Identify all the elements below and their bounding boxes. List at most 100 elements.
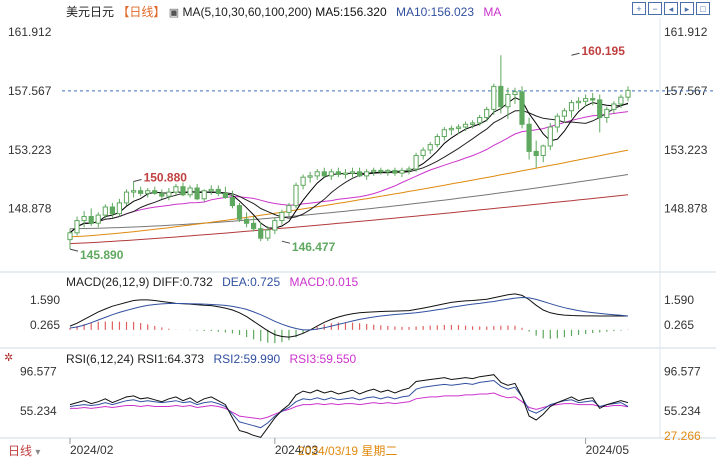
candle-up	[434, 136, 440, 146]
macd-legend: MACD(26,12,9) DIFF:0.732 DEA:0.725 MACD:…	[66, 275, 358, 289]
ma200-line	[69, 194, 629, 245]
candle-up	[265, 229, 271, 239]
price-annotation: 160.195	[581, 44, 625, 58]
period-label[interactable]: 【日线】	[117, 5, 166, 19]
candle-up	[300, 176, 306, 186]
ma10-line	[69, 102, 629, 234]
macd-value: MACD:0.015	[289, 275, 359, 289]
candle-down	[498, 85, 504, 108]
candle-up	[540, 145, 546, 156]
scroll-left-icon[interactable]: ◂	[664, 2, 678, 15]
candle-up	[342, 172, 348, 176]
candle-down	[590, 98, 596, 101]
candle-up	[406, 168, 412, 171]
candle-up	[441, 129, 447, 137]
candle-down	[138, 190, 144, 194]
candle-down	[88, 216, 94, 224]
candle-up	[512, 91, 518, 96]
candle-down	[519, 91, 525, 125]
annotation-pointer	[69, 248, 79, 252]
annotation-pointer	[133, 179, 142, 183]
ma-label: MA(5,10,30,60,100,200)	[182, 5, 312, 19]
candle-down	[180, 186, 186, 196]
symbol-name: 美元日元	[66, 5, 115, 19]
price-tick-right: 148.878	[664, 202, 708, 216]
candle-up	[413, 155, 419, 170]
zoom-in-icon[interactable]: +	[632, 2, 646, 15]
fullscreen-icon[interactable]: □	[696, 2, 710, 15]
ma-settings-icon[interactable]: ▣	[168, 7, 180, 19]
scroll-right-icon[interactable]: ▸	[680, 2, 694, 15]
ma30-line	[69, 111, 629, 234]
candle-up	[385, 169, 391, 173]
candle-up	[604, 108, 610, 119]
rsi2-line	[69, 379, 629, 429]
macd-tick-left: 0.265	[30, 318, 60, 332]
candle-up	[371, 169, 377, 173]
macd-tick-left: 1.590	[30, 293, 60, 307]
period-button[interactable]: 日线 ▾	[8, 442, 40, 459]
candle-up	[625, 89, 631, 98]
candle-up	[470, 122, 476, 125]
main-legend: 美元日元 【日线】 ▣ MA(5,10,30,60,100,200) MA5:1…	[66, 3, 501, 20]
candle-up	[618, 96, 624, 105]
candle-up	[131, 190, 137, 193]
candle-down	[251, 222, 257, 230]
candle-up	[462, 123, 469, 128]
candle-up	[399, 169, 405, 174]
rsi-settings-icon[interactable]: ✲	[4, 352, 14, 364]
rsi3-value: RSI3:59.550	[289, 352, 357, 366]
candle-up	[81, 216, 87, 222]
price-tick-left: 148.878	[8, 202, 52, 216]
candle-up	[208, 188, 214, 192]
zoom-out-icon[interactable]: −	[648, 2, 662, 15]
annotation-pointer	[571, 52, 580, 56]
candle-up	[279, 211, 285, 221]
cursor-date: 2024/03/19 星期二	[298, 444, 398, 458]
candle-up	[187, 187, 193, 196]
ma10-value: MA10:156.023	[395, 5, 475, 19]
macd-diff: DIFF:0.732	[152, 275, 213, 289]
candle-down	[109, 206, 116, 215]
candle-down	[236, 205, 243, 220]
macd-title: MACD(26,12,9)	[66, 275, 150, 289]
candle-up	[286, 205, 292, 213]
candle-up	[491, 85, 497, 110]
rsi-tick-right: 96.577	[664, 364, 701, 378]
candle-up	[272, 220, 278, 231]
candle-down	[392, 169, 398, 174]
price-annotation: 146.477	[292, 240, 336, 254]
x-tick-label: 2024/02	[70, 443, 114, 457]
candle-down	[357, 171, 363, 177]
rsi-tick-right: 27.266	[664, 429, 701, 443]
rsi1-value: RSI1:64.373	[137, 352, 205, 366]
macd-tick-right: 0.265	[664, 318, 694, 332]
candle-up	[307, 175, 313, 178]
x-tick-label: 2024/05	[586, 443, 630, 457]
candle-up	[561, 110, 567, 117]
candle-up	[102, 206, 108, 216]
candle-up	[116, 202, 123, 215]
candle-up	[575, 100, 582, 104]
macd-tick-right: 1.590	[664, 293, 694, 307]
candle-up	[568, 102, 575, 112]
x-tick-label: 2024/03	[275, 443, 319, 457]
candle-down	[194, 187, 200, 200]
candle-up	[74, 220, 80, 234]
rsi-legend: RSI(6,12,24) RSI1:64.373 RSI2:59.990 RSI…	[66, 352, 356, 366]
candle-up	[95, 214, 101, 224]
period-button-label: 日线	[8, 444, 33, 458]
price-annotation: 150.880	[144, 171, 188, 185]
price-tick-right: 161.912	[664, 25, 708, 39]
candle-up	[547, 126, 553, 147]
candle-up	[145, 190, 151, 194]
candle-up	[505, 94, 511, 108]
candle-down	[321, 171, 327, 177]
rsi2-value: RSI2:59.990	[213, 352, 281, 366]
candle-up	[314, 171, 320, 177]
candle-up	[166, 191, 172, 197]
candle-down	[258, 228, 264, 239]
candle-down	[229, 197, 236, 207]
candle-up	[484, 108, 490, 119]
